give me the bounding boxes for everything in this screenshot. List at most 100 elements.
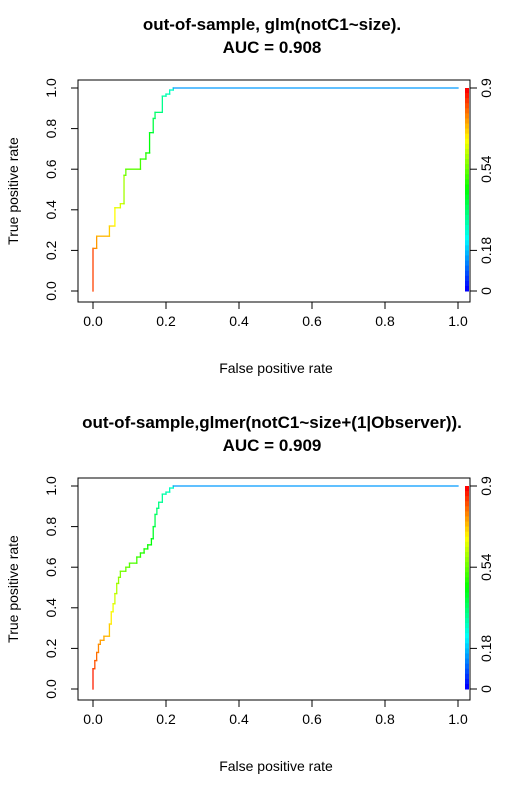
colorbar-segment <box>465 174 469 180</box>
colorbar-segment <box>465 225 469 231</box>
colorbar-segment <box>465 260 469 267</box>
colorbar-segment <box>465 133 469 140</box>
y-tick-label: 0.4 <box>43 598 59 618</box>
colorbar-segment <box>465 506 469 512</box>
colorbar-segment <box>465 491 469 497</box>
colorbar-segment <box>465 98 469 104</box>
colorbar-segment <box>465 643 469 649</box>
roc-curve <box>92 87 459 292</box>
colorbar-segment <box>465 143 469 150</box>
x-tick-label: 0.8 <box>375 711 395 727</box>
colorbar-tick-label: 0.9 <box>478 476 494 496</box>
colorbar-segment <box>465 209 469 216</box>
colorbar-segment <box>465 103 469 109</box>
colorbar-segment <box>465 265 469 272</box>
chart-title: out-of-sample, glm(notC1~size). <box>143 15 401 34</box>
colorbar-segment <box>465 501 469 507</box>
plot-frame <box>77 477 471 701</box>
colorbar-segment <box>465 668 469 675</box>
colorbar-segment <box>465 204 469 211</box>
colorbar-segment <box>465 551 469 558</box>
colorbar-segment <box>465 159 469 165</box>
colorbar-segment <box>465 219 469 226</box>
colorbar-tick-label: 0.18 <box>478 635 494 662</box>
colorbar-segment <box>465 169 469 175</box>
colorbar-segment <box>465 602 469 609</box>
colorbar-segment <box>465 118 469 125</box>
colorbar-segment <box>465 88 469 94</box>
x-tick-label: 0.2 <box>156 711 176 727</box>
y-tick-label: 0.0 <box>43 679 59 699</box>
y-tick-label: 0.6 <box>43 159 59 179</box>
colorbar-segment <box>465 653 469 660</box>
colorbar-segment <box>465 123 469 130</box>
x-tick-label: 0.0 <box>83 313 103 329</box>
auc-label: AUC = 0.909 <box>223 436 322 455</box>
colorbar-tick-label: 0.54 <box>478 155 494 182</box>
colorbar-tick-label: 0 <box>478 685 494 693</box>
x-tick-label: 0.4 <box>229 313 249 329</box>
colorbar-segment <box>465 546 469 553</box>
colorbar-segment <box>465 592 469 599</box>
colorbar-segment <box>465 138 469 145</box>
colorbar-segment <box>465 285 469 292</box>
y-tick-label: 0.4 <box>43 200 59 220</box>
colorbar-segment <box>465 628 469 634</box>
colorbar-segment <box>465 587 469 594</box>
colorbar-segment <box>465 179 469 185</box>
plot-frame <box>77 79 471 303</box>
colorbar-segment <box>465 275 469 282</box>
colorbar-segment <box>465 678 469 685</box>
x-tick-label: 1.0 <box>448 711 468 727</box>
colorbar-segment <box>465 683 469 690</box>
y-tick-label: 0.2 <box>43 638 59 658</box>
colorbar-tick-label: 0.9 <box>478 78 494 98</box>
colorbar-segment <box>465 255 469 262</box>
colorbar-segment <box>465 511 469 517</box>
colorbar-segment <box>465 536 469 543</box>
colorbar-segment <box>465 658 469 665</box>
colorbar-segment <box>465 582 469 588</box>
colorbar-segment <box>465 189 469 196</box>
y-tick-label: 0.6 <box>43 557 59 577</box>
colorbar-segment <box>465 270 469 277</box>
colorbar-segment <box>465 240 469 246</box>
colorbar-segment <box>465 562 469 568</box>
colorbar-segment <box>465 235 469 241</box>
y-axis-label: True positive rate <box>5 137 21 245</box>
colorbar-segment <box>465 280 469 287</box>
colorbar-segment <box>465 526 469 533</box>
x-tick-label: 0.4 <box>229 711 249 727</box>
colorbar-segment <box>465 638 469 644</box>
colorbar-tick-label: 0 <box>478 287 494 295</box>
colorbar-segment <box>465 633 469 639</box>
colorbar-segment <box>465 199 469 206</box>
colorbar-tick-label: 0.18 <box>478 237 494 264</box>
colorbar-segment <box>465 184 469 190</box>
y-tick-label: 1.0 <box>43 78 59 98</box>
roc-curve <box>92 485 459 690</box>
colorbar-segment <box>465 673 469 680</box>
y-axis-label: True positive rate <box>5 535 21 643</box>
colorbar-segment <box>465 557 469 563</box>
colorbar-segment <box>465 623 469 629</box>
colorbar-segment <box>465 597 469 604</box>
colorbar-segment <box>465 113 469 119</box>
colorbar-segment <box>465 496 469 502</box>
colorbar-segment <box>465 663 469 670</box>
y-tick-label: 0.8 <box>43 517 59 537</box>
x-axis-label: False positive rate <box>219 360 333 376</box>
x-tick-label: 1.0 <box>448 313 468 329</box>
auc-label: AUC = 0.908 <box>223 38 322 57</box>
colorbar-segment <box>465 250 469 256</box>
colorbar-segment <box>465 572 469 578</box>
x-tick-label: 0.2 <box>156 313 176 329</box>
x-axis-label: False positive rate <box>219 758 333 774</box>
colorbar-segment <box>465 617 469 624</box>
y-tick-label: 0.0 <box>43 281 59 301</box>
y-tick-label: 0.8 <box>43 119 59 139</box>
roc-panel-1: out-of-sample, glm(notC1~size). AUC = 0.9… <box>5 15 494 376</box>
colorbar-segment <box>465 214 469 221</box>
colorbar-segment <box>465 194 469 201</box>
colorbar-segment <box>465 521 469 528</box>
